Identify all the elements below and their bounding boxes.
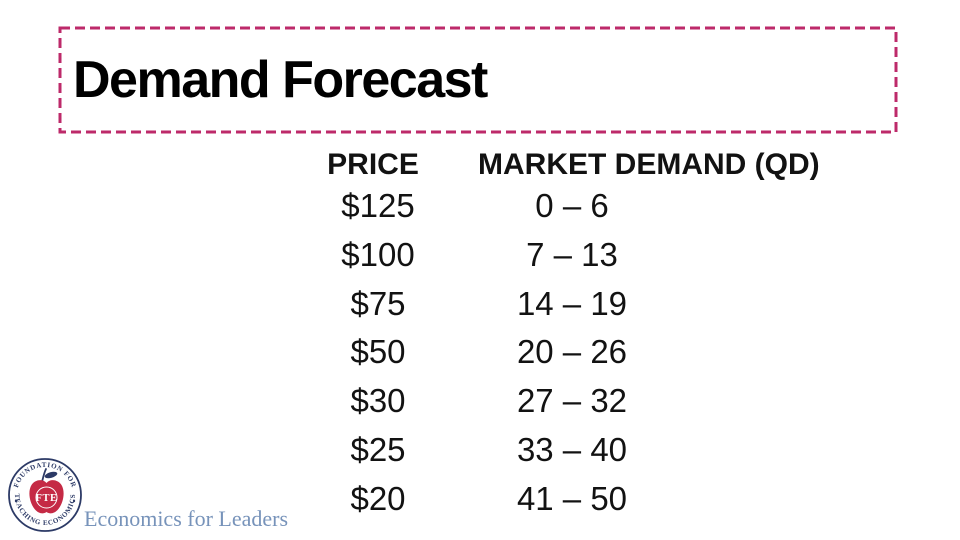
demand-cell: 7 – 13 — [526, 235, 618, 273]
price-column-header: PRICE — [327, 148, 419, 181]
price-cell: $30 — [350, 382, 406, 420]
slide-title: Demand Forecast — [73, 51, 488, 109]
demand-cell: 14 – 19 — [516, 284, 628, 322]
apple-icon — [29, 480, 64, 514]
demand-cell: 20 – 26 — [516, 333, 628, 371]
title-box-dashed-border — [58, 26, 898, 134]
price-cell: $20 — [350, 479, 406, 517]
fte-seal-icon: FOUNDATION FOR TEACHING ECONOMICS FTE — [8, 458, 82, 532]
demand-column-header: MARKET DEMAND (QD) — [478, 148, 820, 181]
price-cell: $50 — [350, 333, 406, 371]
demand-cell: 0 – 6 — [535, 187, 609, 224]
price-cell: $100 — [341, 235, 415, 273]
price-cell: $75 — [350, 284, 406, 322]
price-cell: $25 — [350, 430, 406, 468]
demand-cell: 41 – 50 — [516, 479, 628, 517]
logo-tagline: Economics for Leaders — [84, 506, 289, 531]
demand-cell: 27 – 32 — [516, 382, 628, 420]
apple-leaf-icon — [44, 471, 58, 479]
fte-monogram: FTE — [36, 493, 58, 504]
price-cell: $125 — [341, 187, 415, 224]
demand-cell: 33 – 40 — [516, 430, 628, 468]
demand-column: 0 – 6 7 – 13 14 – 19 20 – 26 27 – 32 33 – 40 4… — [487, 182, 657, 524]
price-column: $125 $100 $75 $50 $30 $25 $20 — [293, 182, 463, 524]
